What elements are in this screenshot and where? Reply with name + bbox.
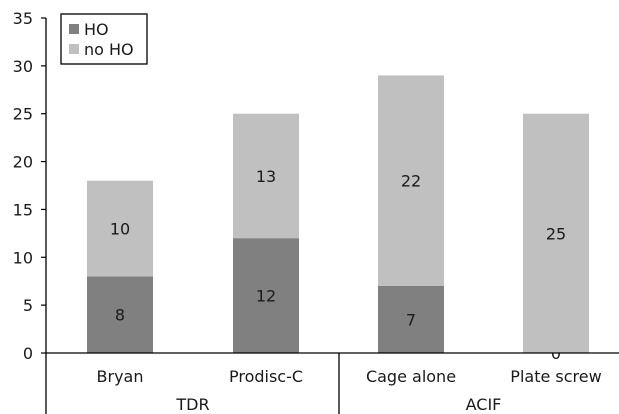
y-tick-label: 20 <box>13 153 33 172</box>
y-tick-label: 30 <box>13 57 33 76</box>
legend-swatch <box>69 44 79 54</box>
data-label: 10 <box>110 220 130 239</box>
legend-label: no HO <box>84 40 134 59</box>
data-label: 22 <box>401 172 421 191</box>
bar-segment <box>523 113 589 353</box>
category-label: Bryan <box>97 367 144 386</box>
data-label: 7 <box>406 311 416 330</box>
y-tick-label: 0 <box>23 344 33 363</box>
bar-segment <box>378 286 444 353</box>
bar-segment <box>378 75 444 286</box>
bar-segment <box>87 276 153 353</box>
bars: 8101213722025 <box>87 75 589 363</box>
data-label: 8 <box>115 306 125 325</box>
bar-segment <box>87 180 153 277</box>
category-label: Cage alone <box>366 367 456 386</box>
legend-box <box>60 13 148 65</box>
group-label: TDR <box>175 395 209 414</box>
y-tick-label: 15 <box>13 200 33 219</box>
y-tick-label: 10 <box>13 248 33 267</box>
group-label: ACIF <box>466 395 502 414</box>
bar-segment <box>233 113 299 239</box>
y-tick-label: 25 <box>13 105 33 124</box>
data-label: 13 <box>256 167 276 186</box>
y-tick-label: 35 <box>13 9 33 28</box>
bar-segment <box>233 238 299 353</box>
category-label: Prodisc-C <box>229 367 303 386</box>
y-tick-label: 5 <box>23 296 33 315</box>
x-axis: Bryan Prodisc-C Cage alone Plate screw TDR AC… <box>46 352 619 414</box>
category-label: Plate screw <box>510 367 601 386</box>
data-label: 12 <box>256 287 276 306</box>
data-label: 25 <box>546 224 566 243</box>
y-axis: 0 5 10 15 20 25 30 35 <box>13 9 47 414</box>
legend-label: HO <box>84 20 109 39</box>
legend-swatch <box>69 24 79 34</box>
